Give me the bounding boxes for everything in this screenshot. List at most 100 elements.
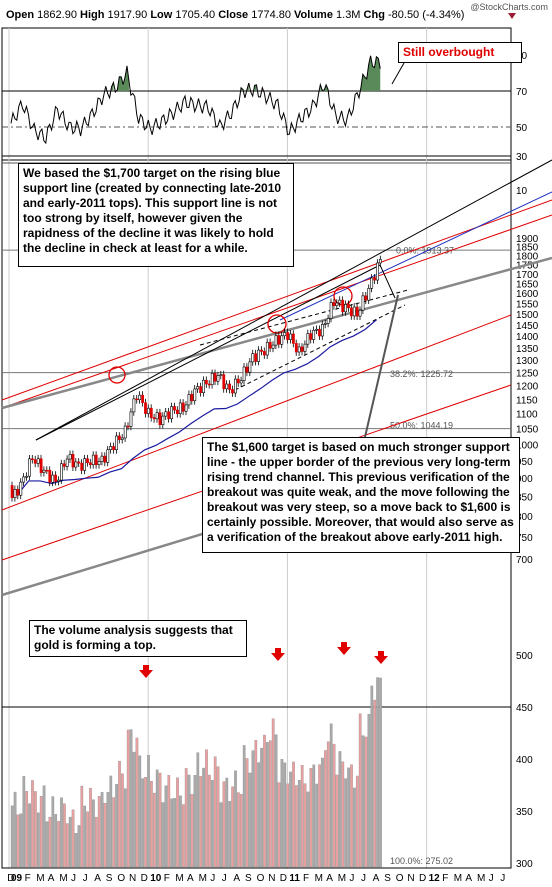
rsi-overbought-fill	[254, 84, 257, 91]
candle	[260, 349, 263, 352]
volume-bar	[315, 783, 319, 868]
volume-bar	[303, 783, 307, 868]
trend-red-line	[1, 199, 552, 401]
candle	[219, 374, 223, 376]
volume-bar	[22, 775, 26, 868]
volume-tick-label: 450	[516, 703, 533, 714]
candle	[77, 461, 81, 464]
candle	[16, 488, 20, 496]
volume-bar	[306, 791, 310, 868]
volume-bar	[361, 735, 365, 868]
x-tick-label: S	[106, 873, 113, 884]
candle	[303, 343, 307, 352]
x-tick-label: M	[315, 873, 323, 884]
x-tick-label: 11	[289, 873, 300, 884]
candle	[338, 299, 342, 304]
candle	[323, 323, 327, 325]
candles-group	[10, 255, 382, 502]
candle	[149, 407, 153, 418]
volume-bar	[277, 782, 281, 868]
candle	[277, 335, 281, 345]
x-tick-label: M	[36, 873, 44, 884]
candle	[141, 394, 145, 403]
volume-bar	[225, 777, 229, 868]
volume-bar	[129, 729, 133, 868]
candle	[74, 461, 78, 468]
candle	[173, 406, 176, 411]
volume-bar	[283, 762, 287, 868]
volume-bar	[205, 749, 208, 868]
price-tick-label: 700	[516, 555, 533, 566]
trend-black-line	[35, 264, 381, 441]
volume-bar	[321, 757, 324, 868]
volume-bar	[132, 751, 136, 868]
volume-bar	[10, 805, 14, 868]
volume-bar	[167, 775, 171, 868]
pointer-line	[364, 294, 399, 438]
volume-tick-label: 500	[516, 651, 533, 662]
moving-average-line	[16, 319, 377, 496]
candle	[71, 454, 75, 468]
header-value: 1862.90	[37, 9, 77, 21]
volume-bar	[89, 787, 92, 868]
x-tick-label: D	[141, 873, 148, 884]
volume-bar	[173, 797, 176, 868]
channel-dashed-line	[234, 304, 406, 391]
volume-bar	[28, 803, 31, 868]
candle	[129, 411, 133, 427]
candle	[59, 463, 63, 481]
candle	[248, 361, 252, 373]
volume-bar	[228, 801, 232, 868]
volume-bar	[199, 776, 203, 868]
watermark: @StockCharts.com	[470, 2, 548, 12]
rsi-callout-pointer	[391, 62, 405, 85]
candle	[251, 353, 255, 363]
volume-bar	[36, 812, 40, 868]
volume-bar	[103, 803, 107, 868]
x-tick-label: M	[199, 873, 207, 884]
volume-bar	[170, 798, 174, 868]
down-arrow-icon	[508, 13, 516, 19]
candle	[65, 458, 69, 467]
candle	[83, 458, 87, 471]
price-tick-label: 800	[516, 512, 533, 523]
candle	[239, 380, 243, 384]
volume-bar	[126, 729, 130, 868]
volume-bar	[13, 791, 17, 868]
candle	[97, 461, 101, 465]
volume-bar	[222, 781, 226, 868]
volume-bar	[344, 778, 348, 868]
price-tick-label: 1300	[516, 356, 539, 367]
volume-bar	[54, 814, 58, 868]
candle	[30, 458, 34, 461]
trend-black-line	[35, 159, 552, 441]
header-value: 1774.80	[251, 9, 291, 21]
candle	[210, 373, 214, 386]
candle	[190, 394, 194, 402]
candle	[297, 346, 301, 353]
volume-annotation: The volume analysis suggests that gold i…	[29, 620, 247, 657]
candle	[355, 306, 359, 317]
candle	[170, 406, 174, 420]
volume-bar	[326, 741, 330, 868]
candle	[352, 306, 356, 317]
candle	[68, 454, 72, 460]
candle	[329, 302, 333, 319]
candle	[112, 446, 116, 451]
candle	[120, 437, 124, 440]
candle	[257, 349, 261, 362]
fib-50-label: 50.0%: 1044.19	[390, 420, 453, 430]
volume-bar	[297, 780, 301, 868]
candle	[10, 485, 14, 499]
volume-bar	[196, 752, 200, 868]
x-tick-label: J	[349, 873, 354, 884]
x-tick-label: J	[71, 873, 76, 884]
volume-bar	[57, 821, 60, 868]
volume-bar	[118, 760, 121, 868]
volume-tick-label: 300	[516, 859, 533, 870]
header-label: High	[77, 9, 108, 21]
volume-bar	[86, 811, 89, 868]
trend-red-line	[1, 314, 512, 511]
volume-bar	[31, 780, 34, 868]
volume-bar	[39, 796, 43, 868]
